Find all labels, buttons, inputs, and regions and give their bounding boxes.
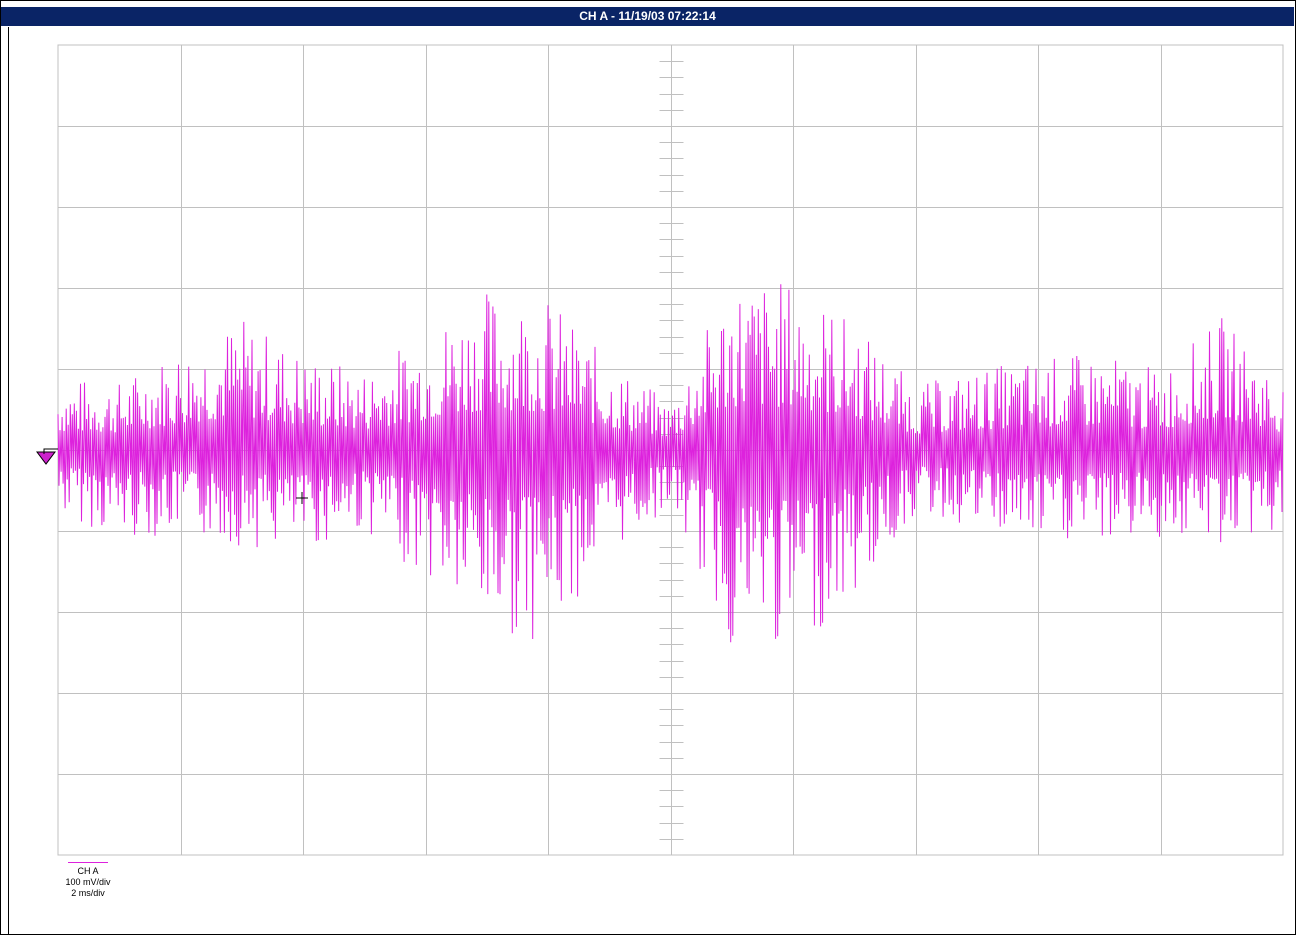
window-title: CH A - 11/19/03 07:22:14	[1, 7, 1294, 26]
legend-channel: CH A	[77, 866, 99, 876]
legend-swatch	[68, 862, 108, 863]
trigger-line	[43, 448, 58, 454]
center-axis-ticks	[659, 61, 684, 840]
ch-a-trace	[57, 284, 1284, 643]
window-edge	[8, 27, 9, 935]
legend-time-per-div: 2 ms/div	[71, 888, 105, 898]
channel-legend: CH A 100 mV/div 2 ms/div	[60, 862, 116, 899]
trigger-level-marker-icon	[36, 448, 58, 465]
legend-volts-per-div: 100 mV/div	[65, 877, 111, 887]
trigger-arrow	[36, 451, 56, 465]
crosshair-cursor-icon	[296, 492, 308, 504]
